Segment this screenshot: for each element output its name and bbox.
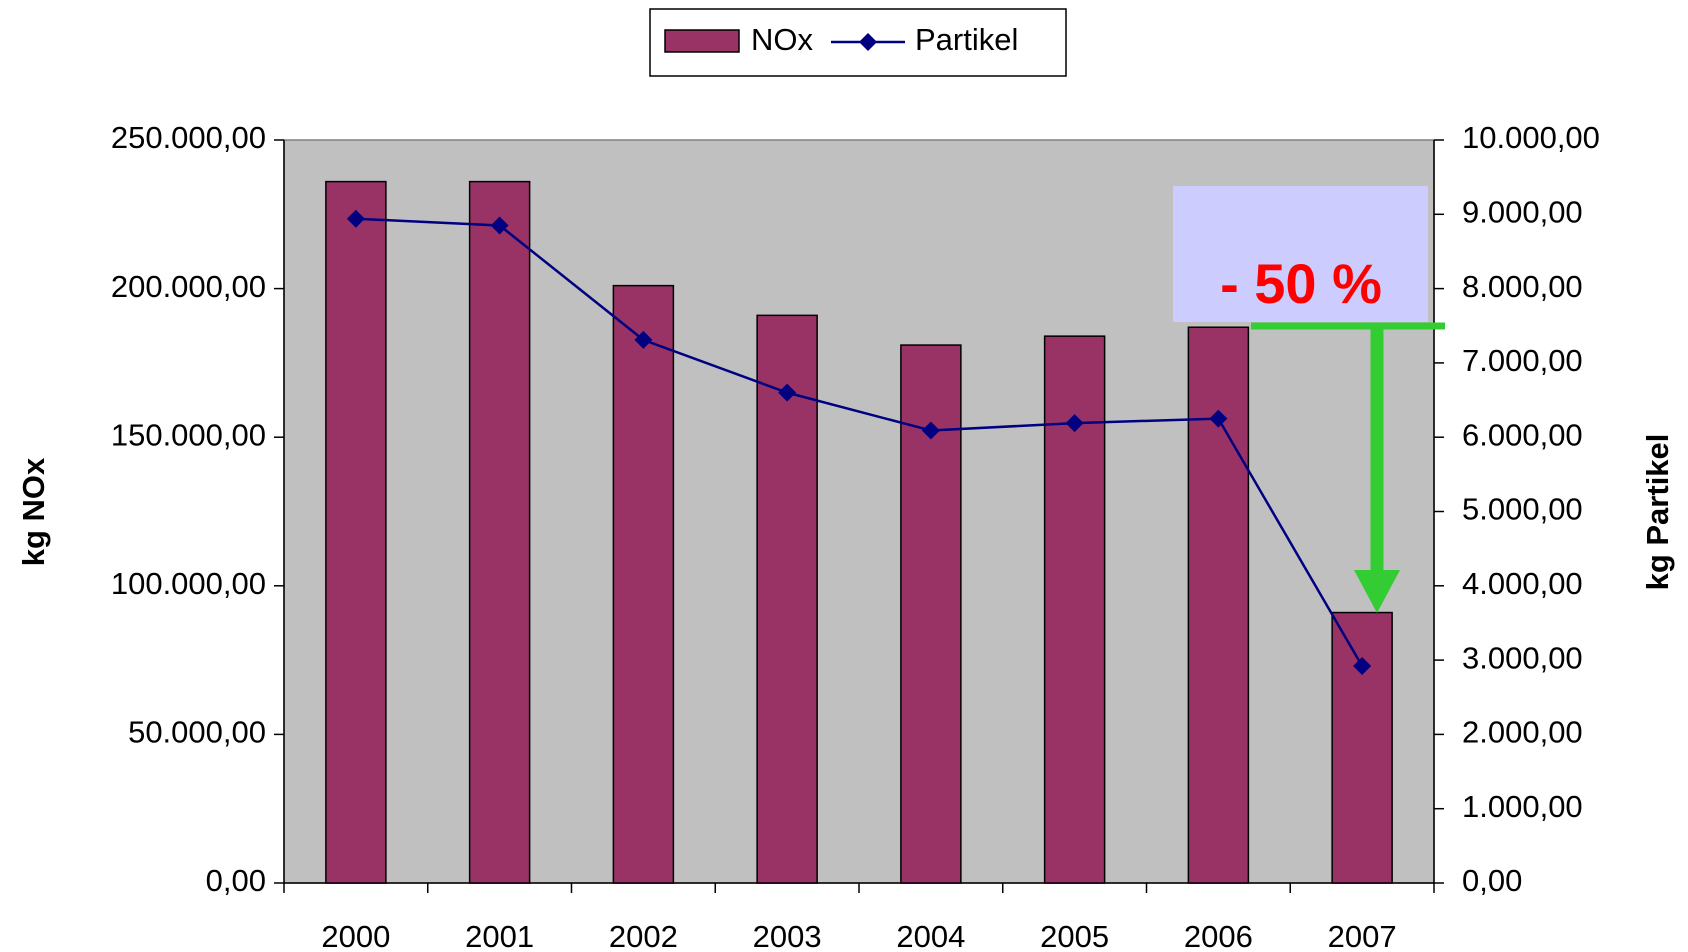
bar [612, 284, 675, 884]
x-tick-label: 2003 [753, 919, 822, 952]
annotation: - 50 % [1220, 252, 1382, 315]
x-tick-label: 2006 [1184, 919, 1253, 952]
y-tick-label: 100.000,00 [111, 566, 266, 601]
annotation-box [1173, 186, 1428, 322]
marker [1065, 414, 1084, 433]
marker [634, 330, 653, 349]
x-tick-label: 2007 [1328, 919, 1397, 952]
legend-label: Partikel [915, 22, 1018, 57]
y2-tick-label: 9.000,00 [1462, 194, 1583, 229]
y2-tick-label: 10.000,00 [1462, 120, 1600, 155]
x-tick-label: 2005 [1040, 919, 1109, 952]
bar [1331, 611, 1393, 884]
marker [346, 209, 365, 228]
annotation-arrow-head [1354, 570, 1400, 613]
y2-tick-label: 3.000,00 [1462, 640, 1583, 675]
marker [921, 421, 940, 440]
y2-tick-label: 8.000,00 [1462, 269, 1583, 304]
legend-label: NOx [751, 22, 814, 57]
y2-tick-label: 7.000,00 [1462, 343, 1583, 378]
y-tick-label: 0,00 [206, 863, 266, 898]
bar [468, 180, 531, 884]
y2-axis-title: kg Partikel [1640, 434, 1675, 591]
marker [490, 216, 509, 235]
y-tick-label: 200.000,00 [111, 269, 266, 304]
y-tick-label: 150.000,00 [111, 417, 266, 452]
line [355, 217, 1364, 667]
x-tick-label: 2000 [321, 919, 390, 952]
y-tick-label: 250.000,00 [111, 120, 266, 155]
y2-tick-label: 0,00 [1462, 863, 1522, 898]
marker [778, 383, 797, 402]
y2-tick-label: 1.000,00 [1462, 789, 1583, 824]
marker [1209, 409, 1228, 428]
x-tick-label: 2004 [896, 919, 965, 952]
y2-tick-label: 4.000,00 [1462, 566, 1583, 601]
legend-marker [859, 33, 877, 51]
y-tick-label: 50.000,00 [128, 715, 266, 750]
legend: NOx Partikel [649, 8, 1067, 77]
legend-swatch [664, 29, 740, 53]
y2-tick-label: 5.000,00 [1462, 492, 1583, 527]
y2-tick-label: 2.000,00 [1462, 715, 1583, 750]
x-tick-label: 2002 [609, 919, 678, 952]
y2-tick-label: 6.000,00 [1462, 417, 1583, 452]
bar [756, 314, 818, 884]
bar [325, 180, 387, 884]
y-axis-title: kg NOx [16, 457, 51, 566]
x-tick-label: 2001 [465, 919, 534, 952]
marker [1353, 657, 1372, 676]
